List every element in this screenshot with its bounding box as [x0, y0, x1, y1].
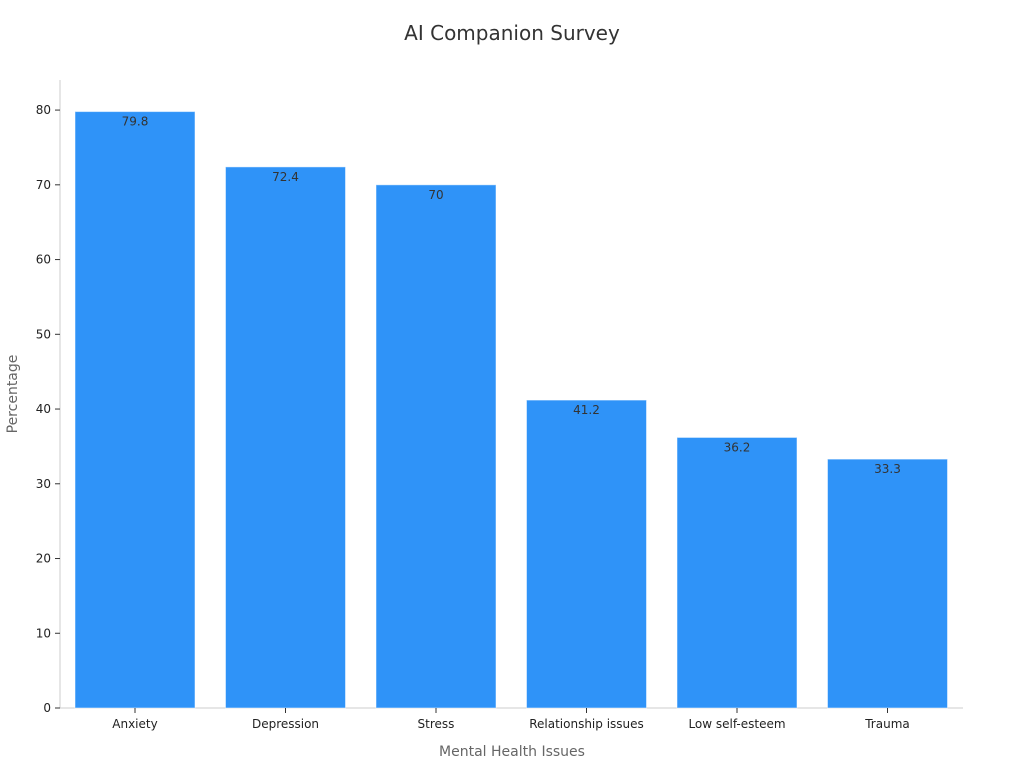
- bar-value-label: 79.8: [122, 115, 149, 129]
- chart-title: AI Companion Survey: [404, 21, 620, 45]
- x-axis-title: Mental Health Issues: [439, 744, 585, 760]
- y-tick-label: 40: [36, 402, 51, 416]
- bar-value-label: 70: [428, 188, 443, 202]
- x-tick-label: Stress: [418, 717, 455, 731]
- bar-value-label: 41.2: [573, 403, 600, 417]
- x-tick-label: Low self-esteem: [688, 717, 785, 731]
- y-axis-title: Percentage: [5, 355, 21, 434]
- y-tick-label: 30: [36, 477, 51, 491]
- y-axis-ticks: 0 10 20 30 40 50 60 70 80: [36, 103, 60, 715]
- x-tick-label: Relationship issues: [529, 717, 644, 731]
- bars-group: [74, 111, 948, 709]
- x-axis-ticks: Anxiety Depression Stress Relationship issu…: [112, 708, 910, 731]
- bar-relationship-issues: [526, 399, 647, 709]
- y-tick-label: 70: [36, 178, 51, 192]
- y-tick-label: 10: [36, 626, 51, 640]
- bar-value-label: 72.4: [272, 170, 299, 184]
- y-tick-label: 20: [36, 552, 51, 566]
- bar-value-label: 36.2: [724, 440, 751, 454]
- y-tick-label: 80: [36, 103, 51, 117]
- y-tick-label: 50: [36, 327, 51, 341]
- y-tick-label: 0: [43, 701, 51, 715]
- bar-low-self-esteem: [676, 436, 798, 709]
- bar-data-labels: 79.8 72.4 70 41.2 36.2 33.3: [122, 115, 901, 477]
- bar-stress: [375, 184, 497, 709]
- x-tick-label: Anxiety: [112, 717, 157, 731]
- bar-value-label: 33.3: [874, 462, 901, 476]
- bar-anxiety: [74, 111, 196, 709]
- y-tick-label: 60: [36, 253, 51, 267]
- x-tick-label: Depression: [252, 717, 319, 731]
- x-tick-label: Trauma: [864, 717, 910, 731]
- bar-depression: [225, 166, 346, 709]
- bar-trauma: [827, 458, 948, 709]
